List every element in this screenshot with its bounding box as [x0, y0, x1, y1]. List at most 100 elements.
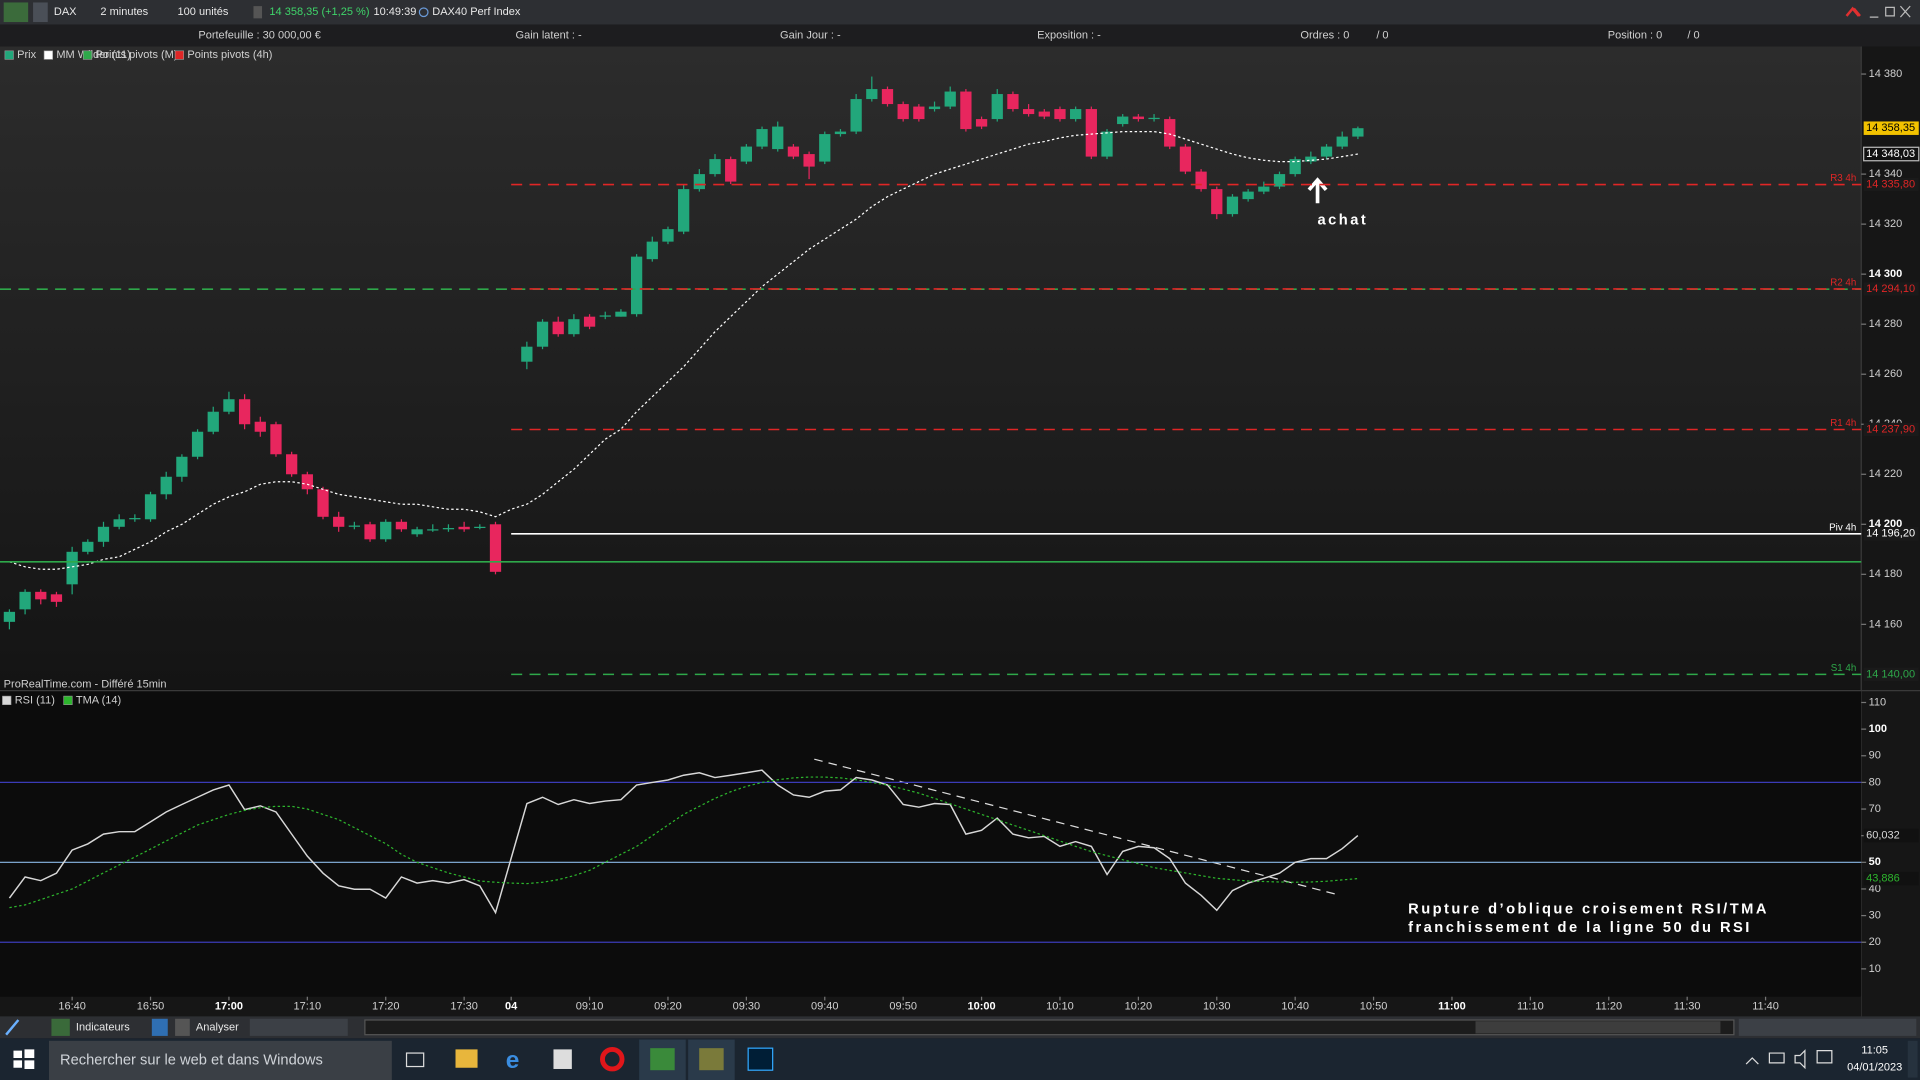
rsi-panel	[0, 690, 1862, 997]
x-tick-label: 11:30	[1674, 1000, 1701, 1012]
pivot-label: R1 4h	[1830, 418, 1856, 429]
candle-body	[583, 316, 596, 327]
value-label: 14 335,80	[1866, 179, 1915, 191]
candle-body	[552, 321, 564, 335]
legend-swatch	[174, 50, 184, 60]
x-tick-label: 11:10	[1517, 1000, 1544, 1012]
timeframe[interactable]: 2 minutes	[100, 6, 148, 18]
instrument[interactable]: DAX	[54, 6, 77, 18]
x-tick-label: 17:30	[450, 1000, 478, 1012]
candle-body	[1320, 146, 1333, 157]
tray-date: 04/01/2023	[1847, 1062, 1902, 1074]
legend-label: TMA (14)	[76, 694, 121, 706]
x-tick-label: 16:40	[58, 1000, 86, 1012]
legend-label: Points pivots (4h)	[187, 49, 272, 61]
candle-body	[615, 311, 627, 317]
candle-body	[725, 159, 737, 182]
x-tick-label: 16:50	[137, 1000, 165, 1012]
pivot-label: Piv 4h	[1829, 522, 1856, 533]
scrollbar[interactable]	[364, 1019, 1735, 1036]
daily-gain: Gain Jour : -	[780, 29, 841, 41]
candle-body	[97, 526, 110, 542]
trend-line	[814, 758, 1335, 895]
candle-body	[380, 521, 392, 540]
top-toolbar	[0, 0, 1920, 25]
window-controls[interactable]	[1869, 5, 1911, 18]
icon[interactable]	[175, 1018, 190, 1036]
value-label: 14 237,90	[1866, 423, 1915, 435]
candle-body	[207, 411, 219, 432]
value-box	[1863, 146, 1920, 162]
candle-body	[1258, 186, 1270, 192]
series-line	[8, 769, 1359, 915]
icon	[253, 6, 263, 19]
legend-swatch	[4, 50, 14, 60]
tray-time: 11:05	[1861, 1045, 1888, 1057]
candle-body	[50, 594, 63, 602]
source-note: ProRealTime.com - Différé 15min	[4, 678, 167, 690]
candle-body	[787, 146, 800, 157]
candle-body	[975, 119, 988, 127]
y-tick-label: 90	[1869, 750, 1881, 762]
candle-body	[364, 524, 376, 540]
x-tick-label: 04	[505, 1000, 518, 1012]
units[interactable]: 100 unités	[178, 6, 229, 18]
x-tick-label: 10:30	[1203, 1000, 1231, 1012]
show-desktop[interactable]	[1907, 1040, 1918, 1078]
edge-icon[interactable]: e	[506, 1047, 520, 1074]
zoom-icons[interactable]	[1738, 1018, 1917, 1036]
scroll-thumb[interactable]	[1475, 1021, 1721, 1034]
x-tick-label: 10:40	[1281, 1000, 1309, 1012]
candle-body	[223, 399, 235, 412]
candle-body	[1305, 156, 1317, 162]
y-tick-label: 80	[1869, 776, 1881, 788]
candle-body	[238, 399, 251, 425]
candle-body	[1022, 109, 1035, 115]
icon[interactable]	[151, 1018, 168, 1036]
pivot-label: R3 4h	[1830, 173, 1856, 184]
x-tick-label: 09:10	[576, 1000, 604, 1012]
legend-label: RSI (11)	[15, 694, 55, 706]
tray-icons[interactable]	[1745, 1049, 1833, 1070]
prorealtime-icon[interactable]	[650, 1048, 675, 1071]
app-icon[interactable]	[699, 1048, 724, 1071]
store-icon[interactable]	[553, 1049, 572, 1069]
candle-body	[19, 591, 31, 610]
opera-icon[interactable]	[600, 1046, 625, 1072]
candle-body	[1164, 119, 1176, 147]
clock: 10:49:39	[373, 6, 416, 18]
candle-body	[191, 431, 204, 457]
y-tick-label: 14 260	[1869, 368, 1903, 380]
photoshop-icon[interactable]	[747, 1047, 774, 1071]
icon[interactable]	[51, 1018, 70, 1036]
candle-body	[411, 529, 423, 535]
value-label: 43,886	[1866, 873, 1900, 885]
explorer-icon[interactable]	[455, 1049, 478, 1068]
candle-body	[1007, 94, 1019, 110]
icon[interactable]	[1845, 6, 1861, 17]
candle-body	[333, 516, 345, 527]
task-view[interactable]	[405, 1052, 425, 1068]
x-tick-label: 11:00	[1438, 1000, 1466, 1012]
candle-body	[1085, 109, 1097, 157]
demo-icon	[3, 2, 29, 23]
analyse-button[interactable]: Analyser	[196, 1021, 239, 1033]
icon[interactable]	[5, 1019, 20, 1036]
candle-body	[803, 154, 815, 167]
tool-icons[interactable]	[249, 1018, 348, 1036]
value-label: 14 294,10	[1866, 283, 1915, 295]
start-button[interactable]	[13, 1049, 35, 1069]
candle-body	[1242, 191, 1254, 200]
value-label: 14 348,03	[1866, 148, 1915, 160]
value-box	[1863, 828, 1919, 843]
candle-body	[1132, 116, 1145, 120]
icon[interactable]	[33, 2, 48, 23]
search-box[interactable]	[48, 1040, 392, 1080]
candle-body	[536, 321, 549, 347]
indicators-button[interactable]: Indicateurs	[76, 1021, 130, 1033]
x-tick-label: 10:50	[1360, 1000, 1388, 1012]
search-placeholder[interactable]: Rechercher sur le web et dans Windows	[60, 1052, 323, 1068]
position-total: / 0	[1687, 29, 1699, 41]
y-tick-label: 40	[1869, 883, 1881, 895]
candle-body	[1101, 131, 1113, 157]
